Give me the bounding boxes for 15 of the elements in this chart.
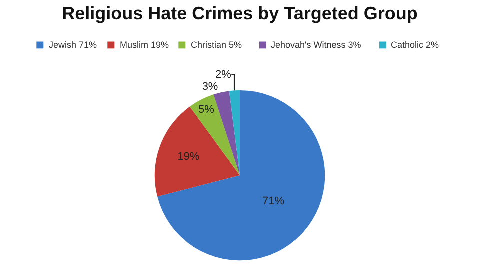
legend-label: Jewish 71%	[49, 40, 98, 50]
pie-slice	[229, 90, 240, 176]
pie-slice	[158, 90, 326, 261]
pie-slice	[154, 106, 240, 197]
legend-label: Jehovah's Witness 3%	[271, 40, 362, 50]
legend-label: Muslim 19%	[120, 40, 170, 50]
data-label: 5%	[198, 104, 215, 116]
data-label: 3%	[202, 80, 218, 93]
legend-label: Christian 5%	[191, 40, 242, 50]
legend-label: Catholic 2%	[391, 40, 440, 50]
data-label: 2%	[216, 68, 232, 81]
data-label: 71%	[262, 196, 285, 208]
data-label: 19%	[178, 151, 200, 164]
pie-slice	[214, 91, 240, 176]
chart-title: Religious Hate Crimes by Targeted Group	[62, 3, 418, 24]
